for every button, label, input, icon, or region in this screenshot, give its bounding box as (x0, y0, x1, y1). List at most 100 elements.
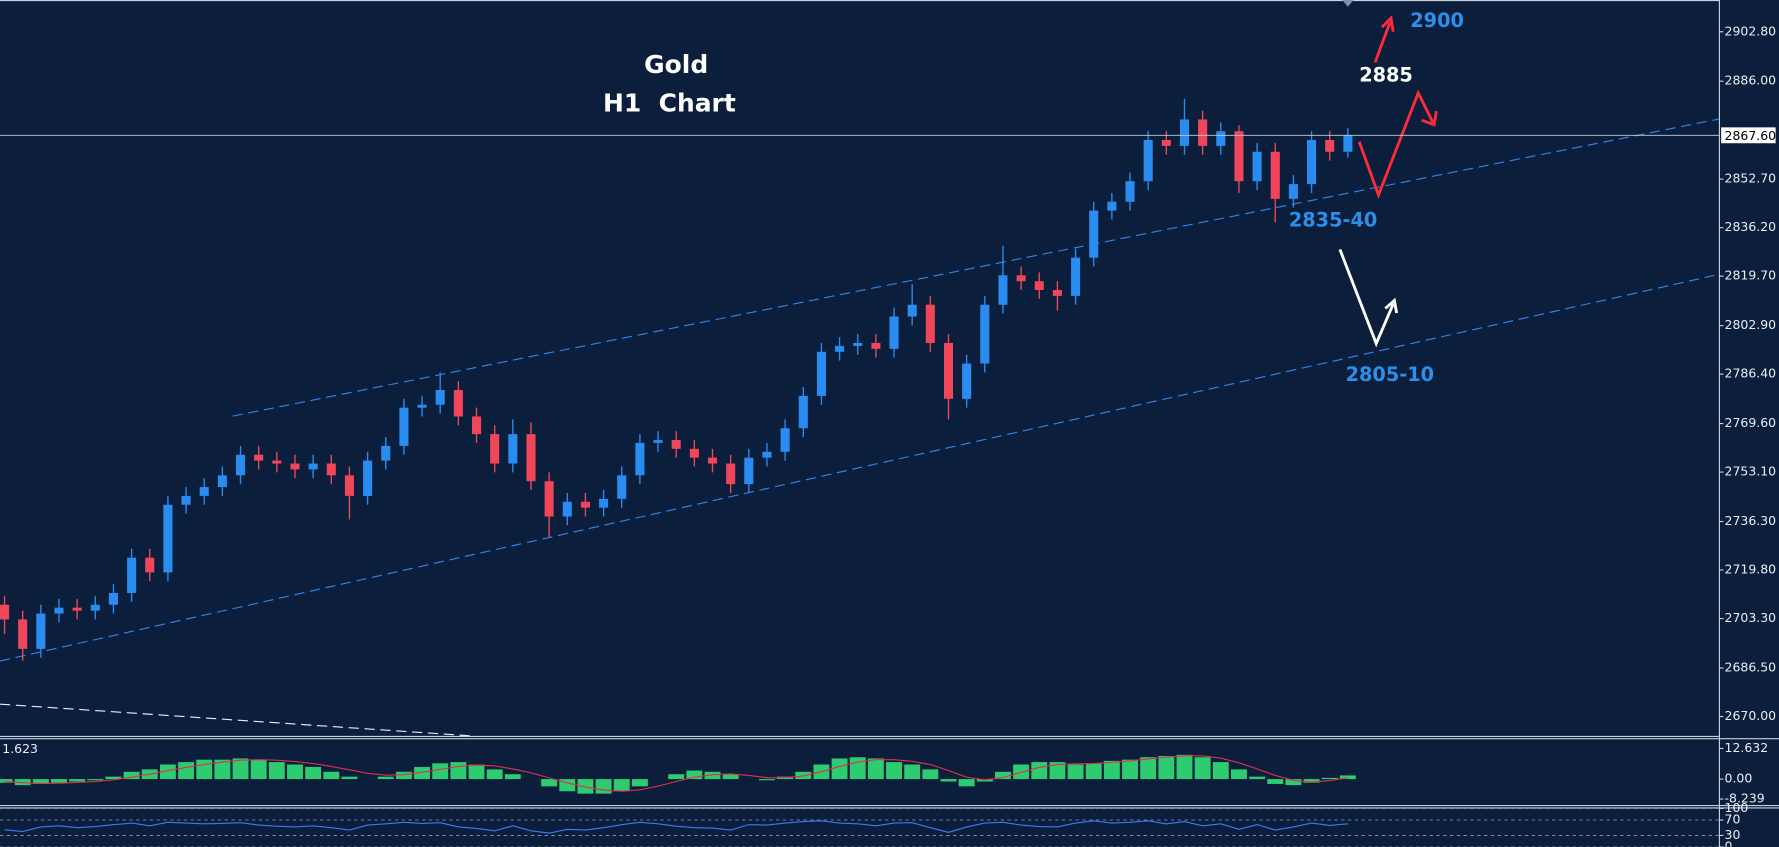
histogram-bar (196, 759, 213, 780)
histogram-bar (341, 776, 358, 780)
arrow-head (1421, 110, 1438, 127)
candle-body (217, 475, 227, 488)
histogram-bar (759, 779, 775, 781)
candle-body (308, 463, 318, 470)
candle-body (163, 504, 173, 573)
candle-body (1252, 151, 1262, 182)
histogram-bar (1212, 762, 1229, 780)
candle-body (54, 607, 64, 614)
candle-body (962, 363, 972, 399)
histogram-bar (0, 779, 13, 783)
y-tick-label: 70 (1725, 812, 1741, 827)
candle-body (1307, 140, 1317, 185)
annotation: 2805-10 (1346, 363, 1434, 386)
histogram-bar (178, 762, 195, 780)
candle-body (181, 495, 191, 505)
candle-body (871, 342, 881, 349)
y-tick-label: 2852.70 (1725, 171, 1777, 186)
candle-body (980, 304, 990, 364)
candle-body (508, 434, 518, 464)
histogram-bar (1339, 775, 1356, 780)
histogram-bar (1158, 756, 1175, 780)
y-tick-label: 2719.80 (1725, 562, 1777, 577)
histogram-bar (849, 757, 866, 780)
histogram-bar (1103, 760, 1120, 780)
histogram-bar (395, 771, 412, 780)
histogram-bar (1194, 757, 1211, 780)
channel-lower (0, 273, 1719, 662)
histogram-bar (1303, 779, 1320, 783)
candle-body (762, 451, 772, 458)
histogram-bar (232, 758, 249, 780)
candle-body (72, 607, 82, 611)
histogram-bar (159, 764, 176, 780)
signal-line (4, 755, 1348, 792)
candle-body (1034, 281, 1044, 291)
histogram-bar (541, 779, 558, 787)
histogram-bar (704, 771, 721, 780)
histogram-bar (995, 771, 1011, 780)
y-tick-label: 30 (1725, 827, 1741, 842)
histogram-bar (831, 758, 848, 780)
candle-body (471, 416, 482, 435)
histogram-bar (504, 774, 521, 780)
arrow (1338, 248, 1395, 348)
channel-upper (232, 118, 1719, 417)
histogram-bar (1176, 754, 1193, 780)
candle-body (744, 457, 754, 485)
candle-body (272, 460, 282, 464)
candle-body (1288, 184, 1298, 199)
marks: 2902.80 2886.00 2852.70 2836.20 2819.70 2802.… (0, 23, 1776, 847)
y-tick-label: 0 (1725, 839, 1733, 847)
histogram-bar (414, 766, 431, 780)
candle-body (835, 345, 845, 352)
y-tick-label: 2769.60 (1725, 415, 1777, 430)
y-tick-label: 2703.30 (1725, 610, 1777, 625)
arrow (1373, 22, 1392, 63)
candle-body (526, 434, 536, 482)
histogram-bar (958, 779, 975, 787)
candle-body (1216, 131, 1226, 146)
candle-body (1143, 140, 1153, 182)
candle-body (326, 463, 336, 476)
candle-body (1071, 257, 1081, 296)
histogram-bar (686, 770, 703, 780)
histogram-bar (1067, 764, 1084, 780)
y-tick-label: 2886.00 (1725, 73, 1777, 88)
candle-body (617, 475, 627, 499)
y-tick-label: 2819.70 (1725, 268, 1777, 283)
histogram-bar (468, 764, 485, 780)
arrow (1357, 89, 1435, 200)
candle-body (925, 304, 935, 343)
histogram-bar (87, 779, 104, 781)
candle-body (1179, 119, 1190, 146)
histogram-bar (214, 759, 231, 780)
candle-body (599, 498, 609, 508)
y-tick-label: 2670.00 (1725, 708, 1777, 723)
y-tick-label: 2902.80 (1725, 23, 1777, 38)
candle-body (344, 475, 354, 496)
y-tick-label: 2802.90 (1725, 317, 1777, 332)
last-price-box (1721, 127, 1776, 144)
annotation: 2835-40 (1289, 209, 1377, 232)
candle-body (943, 342, 954, 399)
candle-body (490, 434, 500, 464)
candle-body (907, 304, 917, 317)
histogram-bar (922, 769, 939, 780)
candle-body (853, 342, 863, 346)
histogram-bar (940, 779, 957, 782)
macd-value: 1.623 (2, 741, 38, 756)
y-tick-label: 2736.30 (1725, 513, 1777, 528)
annotation: 2885 (1359, 63, 1413, 86)
candle-body (562, 501, 572, 517)
candle-body (1325, 140, 1335, 152)
candle-body (1270, 151, 1280, 199)
candle-body (798, 395, 808, 429)
histogram-bar (268, 762, 285, 780)
histogram-bar (1285, 779, 1302, 786)
candle-body (707, 457, 718, 464)
candle-body (0, 604, 10, 620)
histogram-bar (613, 779, 630, 792)
candle-body (544, 481, 554, 517)
